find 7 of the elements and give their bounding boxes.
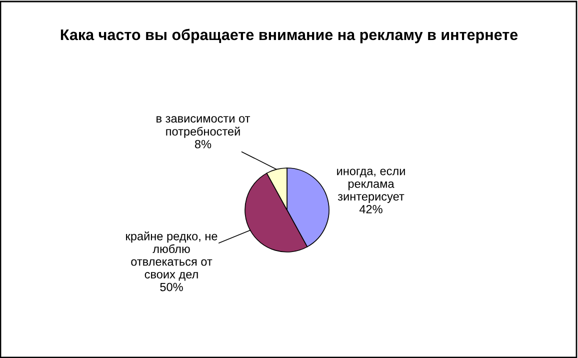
chart-title: Кака часто вы обращаете внимание на рекламу в интернете [60,28,518,44]
data-label: 50% [160,282,183,292]
data-label: 8% [194,140,212,148]
slice-label: крайне редко, не люблю отвлекаться от своих дел [126,231,218,281]
data-label: 42% [359,204,382,214]
slice-label: в зависимости от потребностей [156,116,250,138]
slice-label: иногда, если реклама зинтерисует [337,168,405,203]
